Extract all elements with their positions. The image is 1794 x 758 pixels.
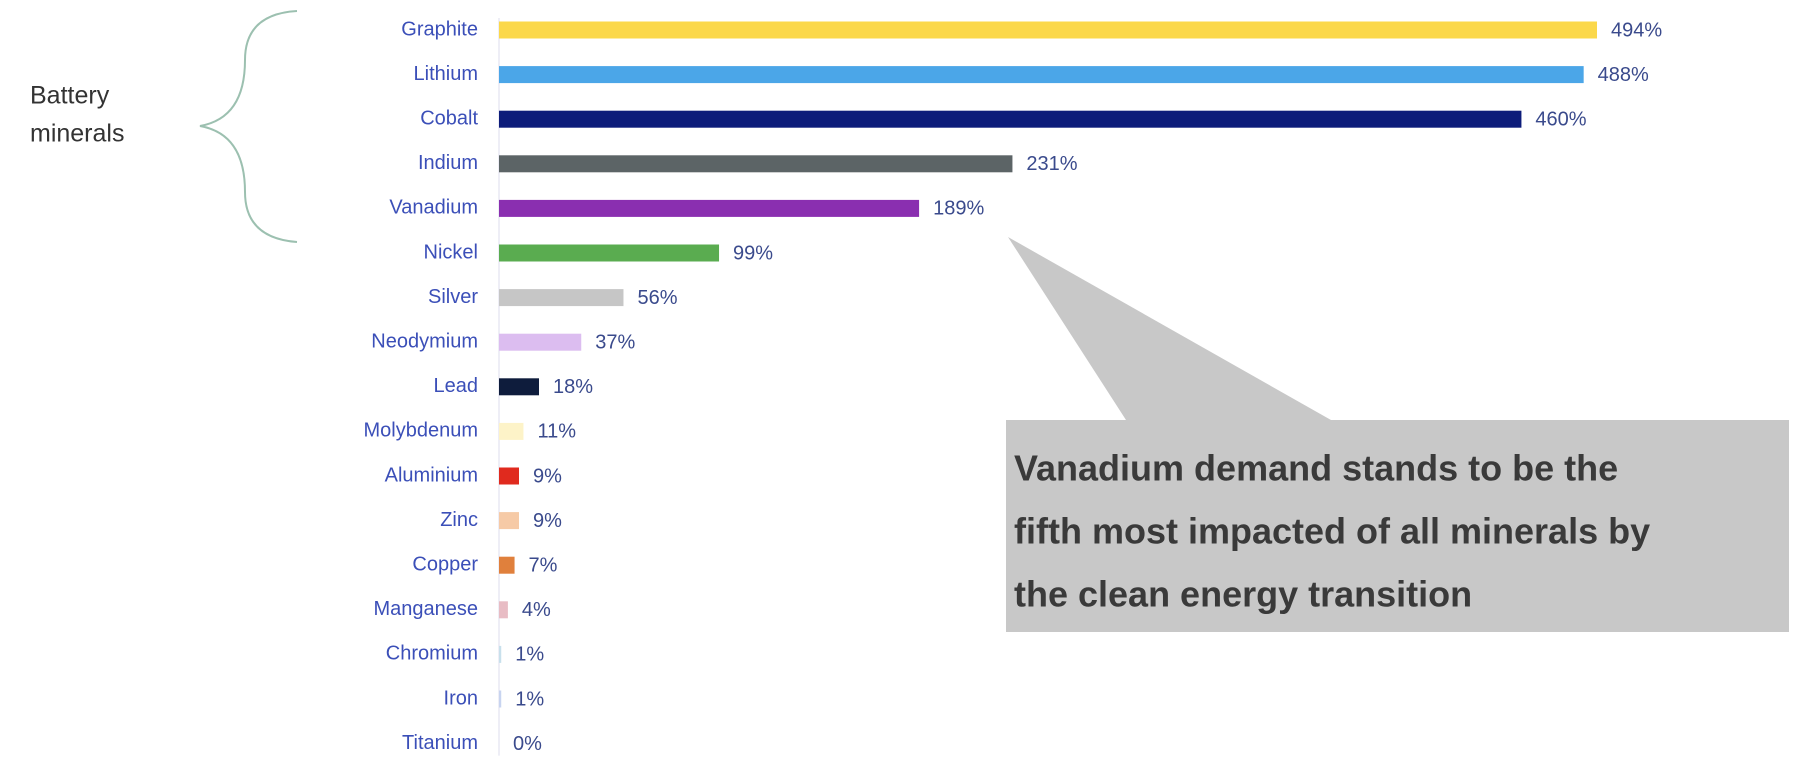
value-label: 494% xyxy=(1611,19,1662,41)
bar xyxy=(499,690,502,708)
annotation: fifth most impacted of all minerals by xyxy=(1014,511,1650,552)
bar xyxy=(499,110,1522,128)
group-brace xyxy=(199,10,298,243)
value-label: 1% xyxy=(515,688,544,710)
category-label: Cobalt xyxy=(420,107,478,129)
bar xyxy=(499,21,1597,39)
category-label: Zinc xyxy=(440,509,478,531)
value-label: 1% xyxy=(515,644,544,666)
annotation: Vanadium demand stands to be the xyxy=(1014,448,1618,489)
bar xyxy=(499,199,920,217)
value-label: 9% xyxy=(533,465,562,487)
callout-pointer xyxy=(1008,237,1331,420)
group-label: Battery xyxy=(30,82,110,110)
bar xyxy=(499,512,520,530)
bar xyxy=(499,289,624,307)
bar xyxy=(499,378,540,396)
bar xyxy=(499,645,502,663)
bar xyxy=(499,66,1584,84)
value-label: 189% xyxy=(933,198,984,220)
value-label: 0% xyxy=(513,733,542,755)
category-label: Neodymium xyxy=(371,330,478,352)
value-label: 99% xyxy=(733,242,773,264)
bar xyxy=(499,556,515,574)
category-label: Lithium xyxy=(414,63,478,85)
category-label: Molybdenum xyxy=(363,420,478,442)
value-label: 9% xyxy=(533,510,562,532)
category-label: Lead xyxy=(434,375,479,397)
value-label: 4% xyxy=(522,599,551,621)
value-label: 460% xyxy=(1535,108,1586,130)
value-label: 11% xyxy=(537,421,576,443)
value-label: 488% xyxy=(1598,64,1649,86)
category-label: Nickel xyxy=(424,241,478,263)
category-label: Iron xyxy=(444,687,478,709)
value-label: 56% xyxy=(637,287,677,309)
bar xyxy=(499,333,582,351)
category-label: Vanadium xyxy=(389,197,478,219)
category-label: Indium xyxy=(418,152,478,174)
category-label: Chromium xyxy=(386,643,478,665)
group-label: minerals xyxy=(30,120,124,148)
value-label: 37% xyxy=(595,331,635,353)
bar xyxy=(499,155,1013,173)
annotation: the clean energy transition xyxy=(1014,574,1472,615)
category-label: Copper xyxy=(412,553,478,575)
bar xyxy=(499,601,508,619)
value-label: 7% xyxy=(529,554,558,576)
bar xyxy=(499,422,524,440)
callout-box xyxy=(1006,420,1789,632)
category-label: Graphite xyxy=(401,18,478,40)
bar xyxy=(499,244,720,262)
category-label: Aluminium xyxy=(385,464,478,486)
value-label: 18% xyxy=(553,376,593,398)
category-label: Silver xyxy=(428,286,478,308)
category-label: Manganese xyxy=(373,598,478,620)
value-label: 231% xyxy=(1026,153,1077,175)
bar xyxy=(499,467,520,485)
category-label: Titanium xyxy=(402,732,478,754)
